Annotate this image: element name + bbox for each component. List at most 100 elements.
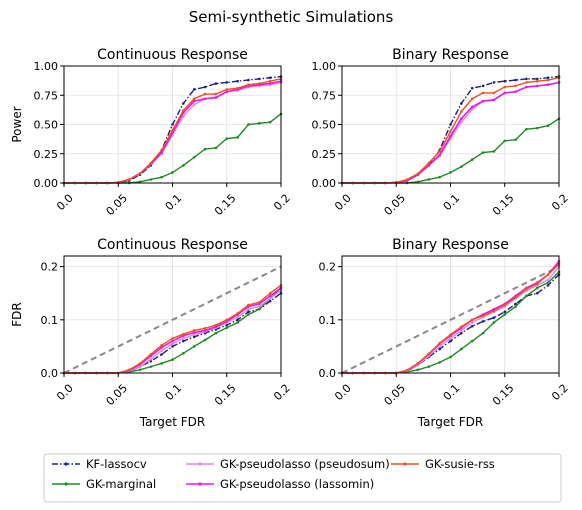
data-point-gk-susie-rss — [536, 282, 539, 285]
data-point-gk-marginal — [492, 150, 496, 153]
data-point-kf-lassocv — [225, 81, 229, 84]
x-tick-label: 0.15 — [212, 192, 239, 219]
data-point-gk-susie-rss — [460, 325, 463, 329]
data-point-gk-marginal — [546, 124, 550, 127]
data-point-gk-pseudolasso-pseudosum — [449, 337, 452, 340]
data-point-gk-marginal — [536, 286, 539, 290]
x-tick-label: 0.1 — [441, 382, 463, 404]
x-tick-label: 0.2 — [549, 192, 571, 214]
data-point-gk-susie-rss — [525, 287, 528, 291]
x-tick-label: 0.0 — [332, 192, 354, 214]
y-tick-label: 0.75 — [34, 89, 59, 102]
y-tick-label: 0.25 — [312, 148, 337, 161]
x-tick-label: 0.0 — [54, 192, 76, 214]
data-point-gk-pseudolasso-pseudosum — [182, 337, 185, 340]
data-point-kf-lassocv — [192, 88, 196, 91]
data-point-gk-marginal — [438, 361, 441, 364]
y-tick-label: 0.75 — [312, 89, 337, 102]
data-point-gk-marginal — [225, 326, 229, 330]
data-point-gk-pseudolasso-pseudosum — [268, 297, 272, 300]
data-point-gk-susie-rss — [536, 79, 539, 83]
data-point-gk-pseudolasso-lassomin — [192, 331, 196, 334]
data-point-gk-pseudolasso-lassomin — [470, 105, 474, 109]
data-point-gk-susie-rss — [127, 368, 131, 372]
data-point-kf-lassocv — [160, 353, 163, 356]
data-point-kf-lassocv — [192, 335, 196, 339]
data-point-kf-lassocv — [492, 316, 496, 319]
data-point-gk-marginal — [503, 313, 507, 316]
data-point-gk-marginal — [449, 171, 452, 174]
data-point-gk-marginal — [138, 368, 142, 372]
data-point-gk-marginal — [514, 138, 517, 142]
data-point-gk-marginal — [525, 294, 528, 298]
data-point-kf-lassocv — [225, 323, 229, 327]
legend-item-gk-marginal: GK-marginal — [52, 477, 156, 491]
data-point-gk-pseudolasso-lassomin — [225, 90, 229, 94]
data-point-gk-susie-rss — [171, 129, 174, 132]
data-point-gk-susie-rss — [268, 79, 272, 83]
data-point-gk-marginal — [192, 345, 196, 348]
legend-item-gk-susie-rss: GK-susie-rss — [391, 457, 495, 471]
data-point-gk-marginal — [438, 175, 441, 179]
x-tick-label: 0.05 — [104, 382, 131, 409]
data-point-kf-lassocv — [546, 76, 550, 79]
data-point-gk-pseudolasso-lassomin — [203, 329, 207, 332]
data-point-gk-marginal — [492, 321, 496, 324]
panel-title: Continuous Response — [97, 237, 248, 253]
data-point-gk-susie-rss — [514, 296, 517, 299]
data-point-kf-lassocv — [492, 81, 496, 84]
data-point-kf-lassocv — [171, 345, 174, 348]
data-point-gk-susie-rss — [470, 318, 474, 322]
legend: KF-lassocv GK-marginal GK-pseudolasso (pse… — [43, 453, 562, 503]
x-tick-label: 0.0 — [54, 382, 76, 404]
data-point-gk-pseudolasso-pseudosum — [192, 103, 196, 106]
data-point-gk-pseudolasso-pseudosum — [470, 321, 474, 324]
data-point-gk-marginal — [536, 126, 539, 130]
x-tick-label: 0.1 — [441, 192, 463, 214]
legend-label: KF-lassocv — [86, 457, 147, 471]
data-point-gk-marginal — [416, 368, 420, 372]
data-point-gk-pseudolasso-pseudosum — [149, 357, 153, 361]
y-tick-label: 0.1 — [319, 314, 337, 327]
data-point-kf-lassocv — [182, 339, 185, 343]
data-point-gk-pseudolasso-lassomin — [427, 164, 431, 167]
data-point-gk-susie-rss — [236, 86, 239, 90]
legend-item-gk-pseudolasso-lassomin: GK-pseudolasso (lassomin) — [186, 477, 374, 491]
data-point-gk-susie-rss — [470, 97, 474, 101]
data-point-kf-lassocv — [514, 78, 517, 82]
data-point-gk-pseudolasso-lassomin — [546, 83, 550, 87]
data-point-gk-marginal — [160, 175, 163, 179]
data-point-gk-marginal — [481, 151, 485, 154]
data-point-gk-susie-rss — [214, 323, 218, 327]
data-point-kf-lassocv — [258, 77, 261, 81]
data-point-gk-marginal — [138, 180, 142, 184]
data-point-gk-pseudolasso-lassomin — [492, 98, 496, 102]
data-point-gk-marginal — [247, 123, 250, 126]
data-point-gk-marginal — [258, 122, 261, 125]
data-point-gk-susie-rss — [214, 92, 218, 96]
data-point-gk-pseudolasso-lassomin — [214, 96, 218, 99]
data-point-gk-susie-rss — [138, 362, 142, 365]
data-point-gk-pseudolasso-lassomin — [503, 91, 507, 95]
data-point-gk-susie-rss — [149, 161, 153, 165]
data-point-gk-susie-rss — [427, 352, 431, 356]
data-point-gk-pseudolasso-pseudosum — [438, 345, 441, 348]
data-point-gk-susie-rss — [427, 161, 431, 165]
data-point-gk-pseudolasso-pseudosum — [236, 315, 239, 319]
data-point-gk-susie-rss — [503, 303, 507, 307]
data-point-gk-marginal — [470, 158, 474, 161]
x-axis-label: Target FDR — [417, 415, 483, 429]
x-tick-label: 0.1 — [163, 382, 185, 404]
data-point-gk-pseudolasso-pseudosum — [171, 342, 174, 346]
chart-panel-1: 0.00 0.25 0.50 0.75 1.00 0.0 0.05 0.1 0.15 0.2 Con… — [10, 47, 293, 218]
data-point-gk-marginal — [481, 331, 485, 335]
data-point-gk-susie-rss — [247, 83, 250, 87]
data-point-gk-susie-rss — [236, 312, 239, 315]
data-point-gk-pseudolasso-lassomin — [449, 134, 452, 138]
data-point-gk-susie-rss — [525, 81, 528, 84]
data-point-kf-lassocv — [503, 79, 507, 83]
data-point-gk-susie-rss — [405, 178, 409, 181]
data-point-gk-pseudolasso-pseudosum — [138, 365, 142, 368]
y-tick-label: 0.00 — [312, 177, 337, 190]
data-point-gk-susie-rss — [481, 91, 485, 95]
